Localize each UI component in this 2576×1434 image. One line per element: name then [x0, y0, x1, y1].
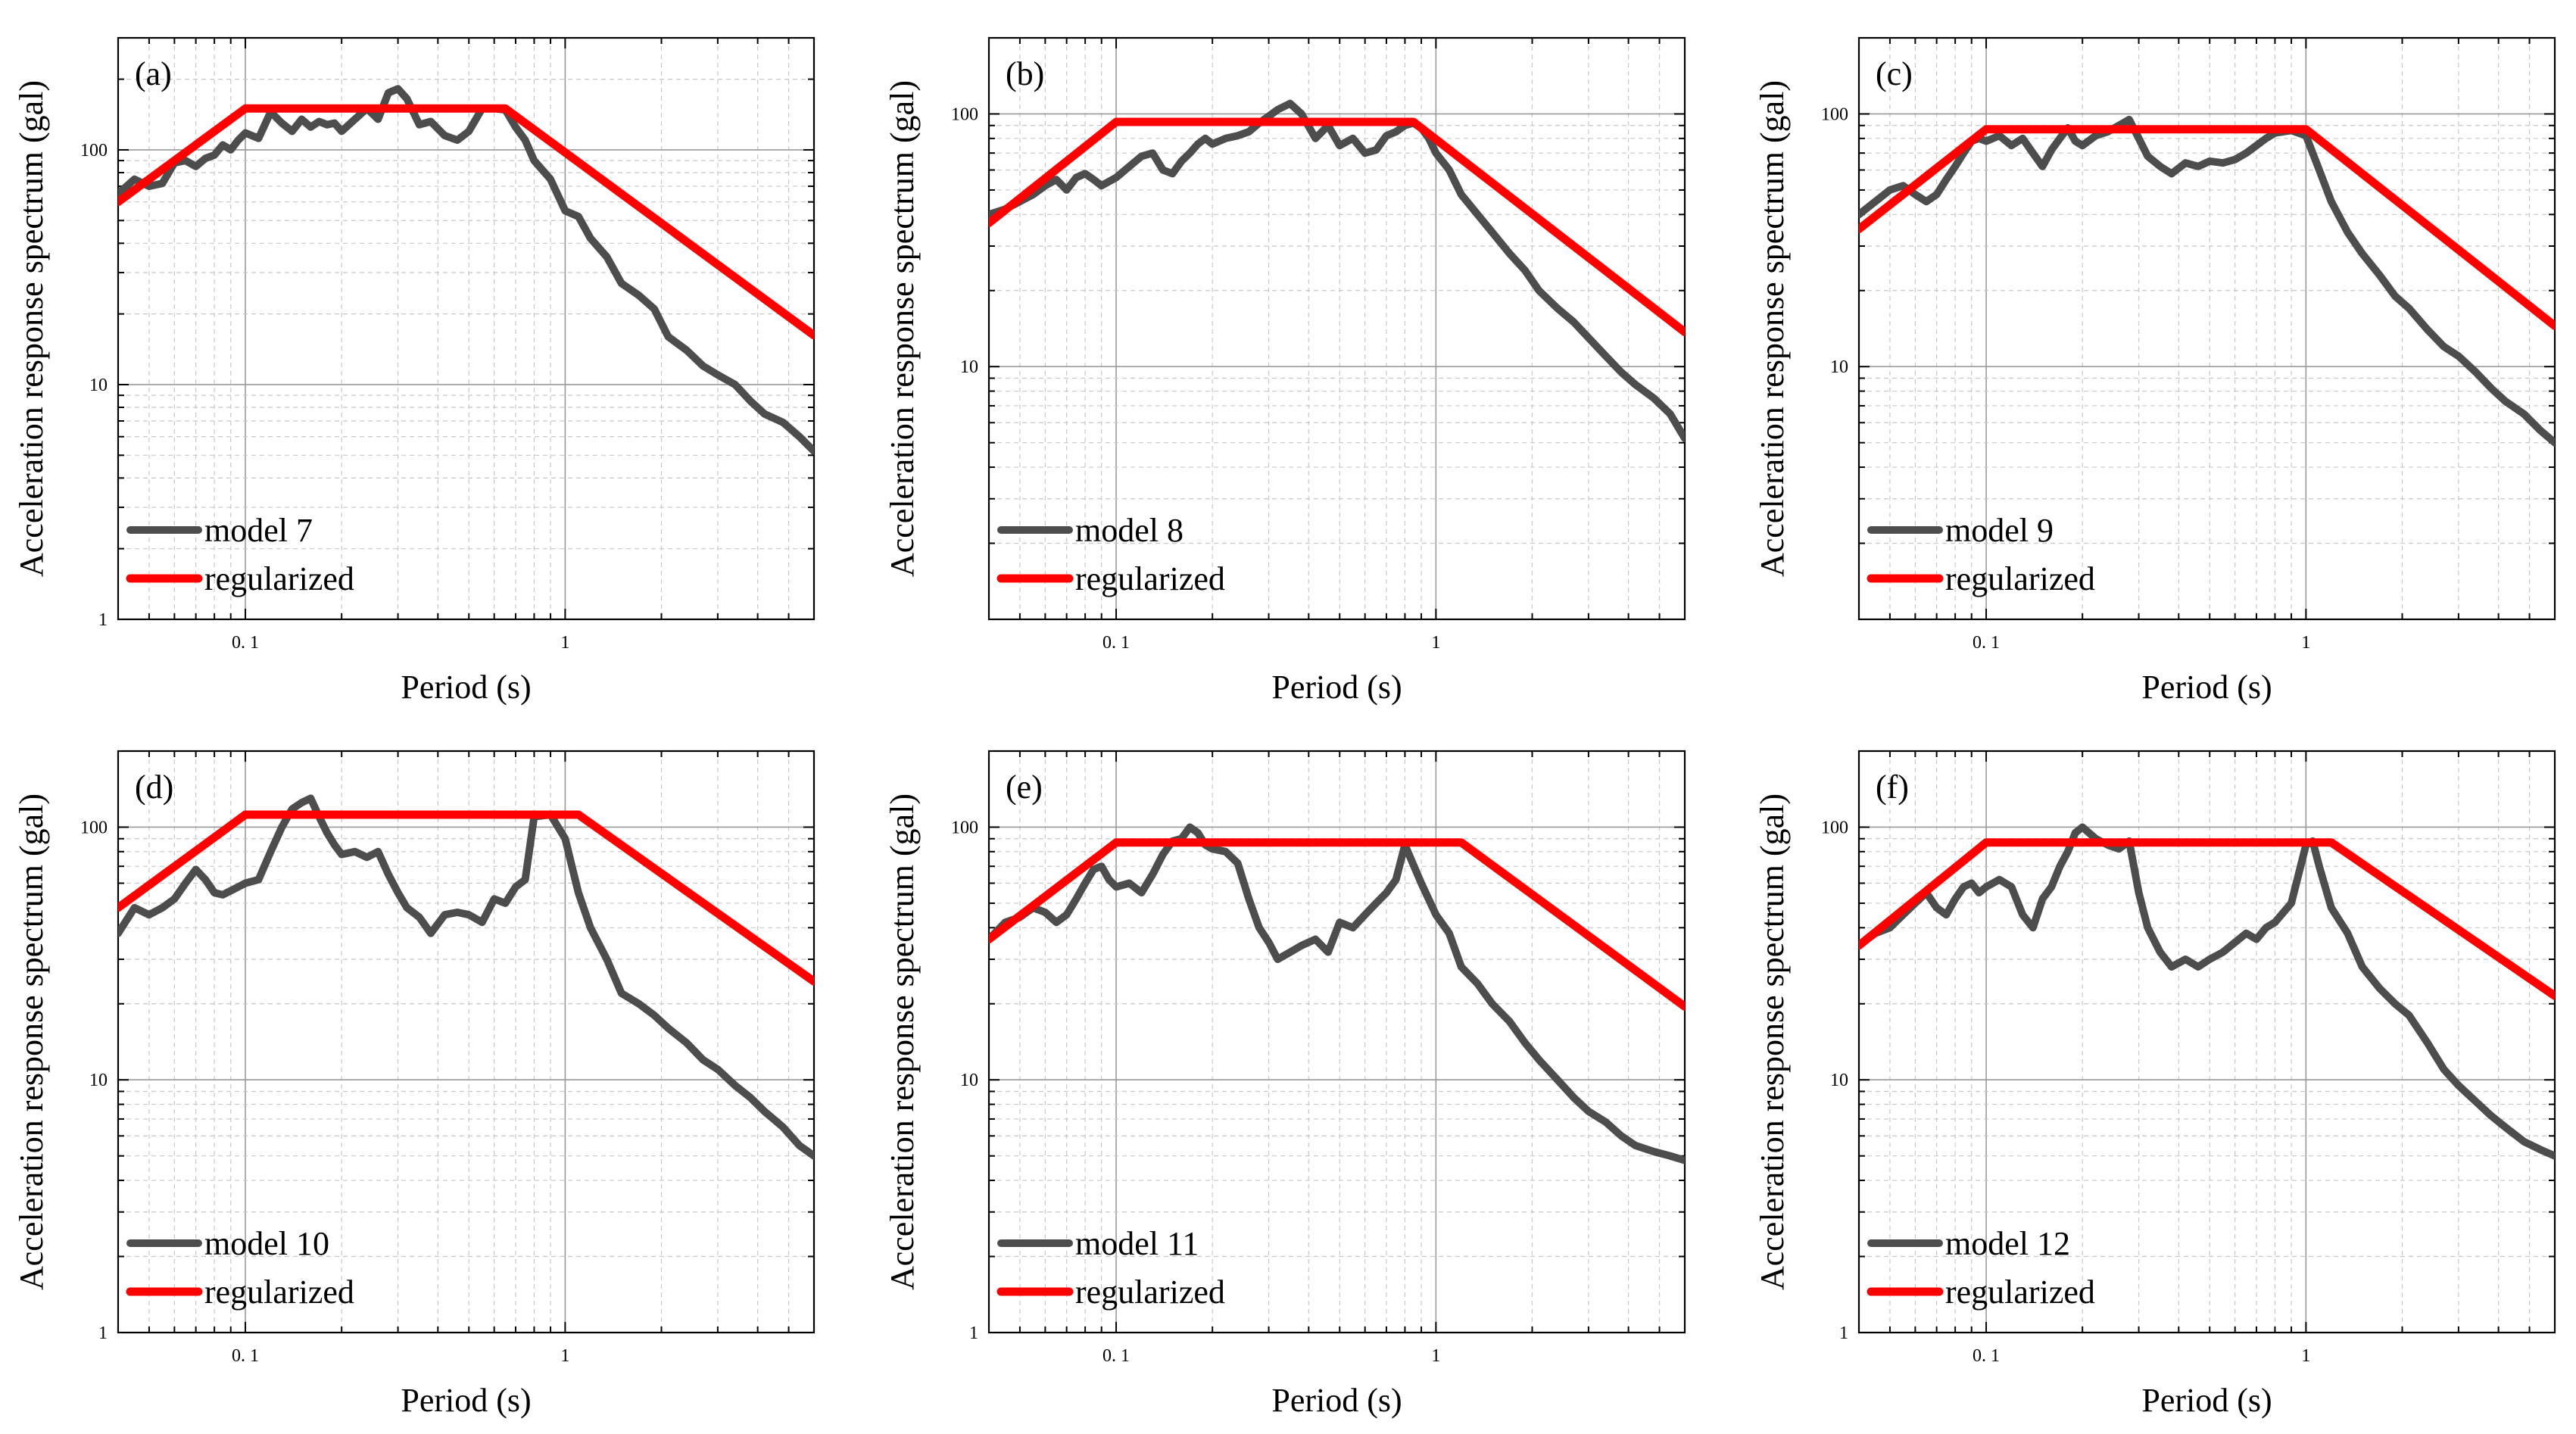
x-axis-label: Period (s) — [1271, 669, 1402, 706]
y-axis-label: Acceleration response spectrum (gal) — [13, 80, 50, 577]
x-tick-label: 0. 1 — [1973, 1346, 2000, 1366]
x-axis-label: Period (s) — [401, 1382, 531, 1419]
x-tick-label: 0. 1 — [232, 633, 259, 653]
x-tick-label: 0. 1 — [1973, 633, 2000, 653]
regularized-spectrum-line — [989, 117, 1685, 337]
x-tick-label: 1 — [2301, 633, 2310, 653]
y-tick-label: 1 — [1839, 1323, 1848, 1343]
x-tick-label: 0. 1 — [232, 1346, 259, 1366]
y-tick-label: 1 — [98, 610, 108, 630]
model-spectrum-line — [989, 823, 1685, 1164]
x-axis-label: Period (s) — [401, 669, 531, 706]
x-tick-label: 1 — [1431, 633, 1440, 653]
y-axis-label: Acceleration response spectrum (gal) — [1754, 793, 1791, 1290]
chart-panel: 0. 1 1 10 100 Period (s) Acceleration respons… — [1754, 36, 2556, 706]
y-axis-label: Acceleration response spectrum (gal) — [884, 80, 921, 577]
chart-panel: 0. 1 1 10 100 Period (s) Acceleration respons… — [884, 36, 1686, 706]
y-axis-label: Acceleration response spectrum (gal) — [884, 793, 921, 1290]
y-tick-label: 100 — [80, 141, 108, 161]
x-axis-label: Period (s) — [1271, 1382, 1402, 1419]
y-tick-label: 10 — [960, 357, 978, 377]
y-tick-label: 10 — [1830, 1071, 1848, 1090]
legend-label: model 9 — [1945, 512, 2054, 549]
grid — [1858, 750, 2556, 1333]
legend-label: regularized — [1075, 560, 1225, 597]
y-tick-label: 10 — [1830, 357, 1848, 377]
y-tick-label: 1 — [969, 1323, 978, 1343]
y-tick-label: 10 — [89, 1071, 108, 1090]
x-tick-label: 0. 1 — [1102, 1346, 1130, 1366]
legend-label: model 7 — [204, 512, 313, 549]
model-spectrum-line — [1859, 115, 2555, 447]
regularized-spectrum-line — [989, 838, 1685, 1011]
chart-panel: 0. 1 1 1 10 100 Period (s) Acceleration respon… — [1754, 750, 2556, 1419]
regularized-spectrum-line — [118, 104, 814, 340]
chart-panel: 0. 1 1 1 10 100 Period (s) Acceleration respon… — [884, 750, 1686, 1419]
legend-label: regularized — [1945, 1273, 2095, 1311]
regularized-spectrum-line — [1859, 125, 2555, 330]
model-spectrum-line — [118, 794, 814, 1160]
y-tick-label: 100 — [1821, 104, 1848, 124]
regularized-spectrum-line — [118, 810, 814, 986]
legend: model 9 regularized — [1867, 512, 2095, 597]
legend: model 10 regularized — [126, 1225, 354, 1311]
y-axis-label: Acceleration response spectrum (gal) — [13, 793, 50, 1290]
panel-label: (b) — [1006, 55, 1044, 92]
y-axis-label: Acceleration response spectrum (gal) — [1754, 80, 1791, 577]
legend-label: model 11 — [1075, 1225, 1199, 1262]
model-spectrum-line — [989, 99, 1685, 442]
series-group — [118, 85, 814, 455]
x-axis-label: Period (s) — [2141, 669, 2272, 706]
x-tick-label: 1 — [1431, 1346, 1440, 1366]
y-tick-label: 10 — [960, 1071, 978, 1090]
panel-label: (f) — [1876, 768, 1909, 806]
legend-label: regularized — [204, 1273, 354, 1311]
legend: model 11 regularized — [996, 1225, 1225, 1311]
y-tick-label: 1 — [98, 1323, 108, 1343]
plot-frame — [1857, 750, 2556, 1334]
panel-label: (e) — [1006, 768, 1043, 806]
legend-label: regularized — [1945, 560, 2095, 597]
plot-frame — [987, 750, 1686, 1334]
panel-label: (c) — [1876, 55, 1913, 92]
model-spectrum-line — [118, 85, 814, 455]
series-group — [1859, 823, 2555, 1160]
legend: model 12 regularized — [1867, 1225, 2095, 1311]
legend: model 8 regularized — [996, 512, 1225, 597]
y-tick-label: 100 — [951, 104, 978, 124]
plot-frame — [117, 750, 816, 1334]
panel-label: (d) — [135, 768, 173, 806]
chart-panel: 0. 1 1 1 10 100 Period (s) Acceleration respon… — [13, 36, 816, 706]
x-tick-label: 1 — [560, 633, 569, 653]
legend-label: model 10 — [204, 1225, 329, 1262]
series-group — [989, 823, 1685, 1164]
y-tick-label: 100 — [951, 818, 978, 837]
series-group — [118, 794, 814, 1160]
legend-label: model 8 — [1075, 512, 1184, 549]
legend-label: regularized — [1075, 1273, 1225, 1311]
x-tick-label: 0. 1 — [1102, 633, 1130, 653]
y-tick-label: 10 — [89, 376, 108, 395]
x-axis-label: Period (s) — [2141, 1382, 2272, 1419]
y-tick-label: 100 — [1821, 818, 1848, 837]
legend-label: regularized — [204, 560, 354, 597]
regularized-spectrum-line — [1859, 838, 2555, 1000]
x-tick-label: 1 — [560, 1346, 569, 1366]
series-group — [989, 99, 1685, 442]
legend: model 7 regularized — [126, 512, 354, 597]
plot-frame — [117, 36, 816, 621]
y-tick-label: 100 — [80, 818, 108, 837]
x-tick-label: 1 — [2301, 1346, 2310, 1366]
model-spectrum-line — [1859, 823, 2555, 1160]
legend-label: model 12 — [1945, 1225, 2070, 1262]
panel-label: (a) — [135, 55, 172, 92]
chart-panel: 0. 1 1 1 10 100 Period (s) Acceleration respon… — [13, 750, 816, 1419]
series-group — [1859, 115, 2555, 447]
